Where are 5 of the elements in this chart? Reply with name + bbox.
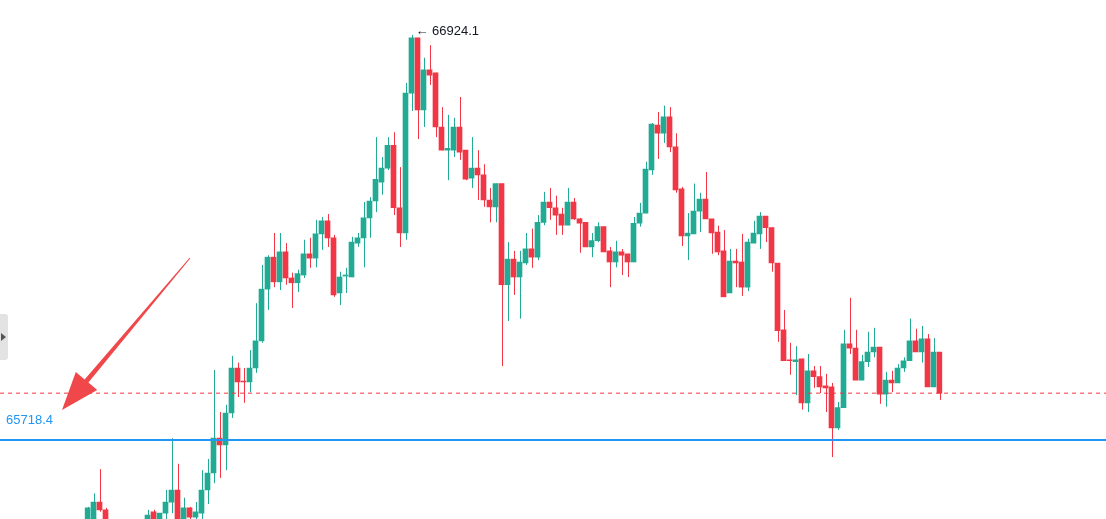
text: 65718.4 [6, 411, 53, 427]
annotation: ← 66924.1 [415, 22, 480, 38]
candlestick [792, 345, 799, 396]
candlestick [660, 105, 667, 144]
candlestick [654, 111, 661, 160]
